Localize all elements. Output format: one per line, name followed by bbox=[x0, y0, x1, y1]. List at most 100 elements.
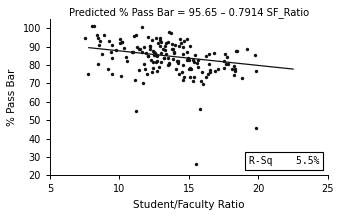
Point bbox=[164, 53, 169, 56]
Point bbox=[145, 72, 150, 76]
Point bbox=[176, 44, 182, 48]
Point bbox=[151, 50, 157, 54]
Point bbox=[109, 72, 114, 76]
Point bbox=[198, 79, 204, 83]
Point bbox=[149, 58, 154, 61]
Point bbox=[133, 109, 139, 113]
Point bbox=[169, 42, 175, 46]
Point bbox=[253, 69, 259, 73]
Point bbox=[158, 44, 163, 48]
Point bbox=[203, 76, 208, 79]
Point bbox=[141, 45, 147, 49]
Point bbox=[133, 33, 139, 36]
Point bbox=[172, 51, 177, 54]
X-axis label: Student/Faculty Ratio: Student/Faculty Ratio bbox=[133, 200, 244, 210]
Point bbox=[212, 51, 217, 55]
Point bbox=[140, 81, 146, 85]
Point bbox=[150, 66, 156, 69]
Y-axis label: % Pass Bar: % Pass Bar bbox=[7, 69, 17, 126]
Point bbox=[153, 54, 159, 57]
Point bbox=[132, 78, 138, 82]
Point bbox=[192, 60, 197, 63]
Point bbox=[118, 74, 124, 77]
Point bbox=[155, 41, 161, 44]
Point bbox=[179, 70, 185, 73]
Point bbox=[145, 36, 150, 39]
Point bbox=[109, 56, 115, 59]
Point bbox=[166, 63, 171, 66]
Point bbox=[184, 50, 190, 54]
Point bbox=[205, 72, 210, 76]
Point bbox=[91, 24, 97, 28]
Point bbox=[233, 50, 239, 53]
Point bbox=[119, 40, 125, 44]
Point bbox=[101, 34, 106, 37]
Point bbox=[153, 60, 159, 64]
Point bbox=[122, 46, 127, 50]
Point bbox=[199, 71, 205, 74]
Point bbox=[169, 31, 174, 35]
Point bbox=[193, 163, 198, 166]
Point bbox=[171, 50, 177, 53]
Point bbox=[150, 60, 155, 64]
Point bbox=[197, 107, 203, 111]
Point bbox=[194, 62, 199, 65]
Point bbox=[82, 36, 87, 39]
Point bbox=[187, 44, 192, 48]
Point bbox=[176, 72, 181, 76]
Point bbox=[180, 45, 185, 49]
Point bbox=[208, 70, 213, 73]
Point bbox=[161, 57, 167, 60]
Point bbox=[135, 45, 140, 48]
Point bbox=[117, 37, 122, 41]
Point bbox=[166, 30, 172, 34]
Point bbox=[159, 51, 164, 54]
Point bbox=[207, 68, 212, 72]
Point bbox=[231, 73, 237, 77]
Point bbox=[177, 38, 182, 41]
Point bbox=[136, 48, 142, 51]
Point bbox=[186, 67, 192, 70]
Point bbox=[165, 63, 171, 67]
Point bbox=[195, 65, 200, 69]
Point bbox=[105, 11, 110, 15]
Point bbox=[204, 54, 209, 58]
Point bbox=[175, 59, 181, 62]
Point bbox=[222, 52, 228, 56]
Point bbox=[145, 54, 151, 58]
Point bbox=[165, 40, 171, 43]
Point bbox=[180, 52, 186, 55]
Point bbox=[232, 69, 237, 73]
Point bbox=[95, 37, 101, 40]
Point bbox=[156, 65, 161, 69]
Point bbox=[180, 79, 186, 82]
Point bbox=[229, 67, 235, 71]
Point bbox=[175, 59, 180, 63]
Point bbox=[212, 69, 218, 72]
Point bbox=[169, 47, 175, 51]
Point bbox=[149, 70, 155, 74]
Point bbox=[221, 67, 226, 70]
Point bbox=[124, 59, 130, 63]
Point bbox=[105, 67, 111, 71]
Point bbox=[119, 41, 124, 44]
Point bbox=[89, 25, 95, 28]
Point bbox=[188, 75, 193, 79]
Point bbox=[253, 126, 258, 129]
Point bbox=[187, 66, 193, 69]
Point bbox=[147, 44, 152, 48]
Point bbox=[151, 53, 157, 57]
Point bbox=[129, 50, 135, 54]
Point bbox=[95, 62, 101, 66]
Point bbox=[109, 43, 115, 47]
Point bbox=[191, 59, 196, 62]
Point bbox=[185, 56, 190, 59]
Point bbox=[184, 37, 190, 41]
Point bbox=[174, 67, 179, 71]
Point bbox=[190, 80, 195, 83]
Point bbox=[232, 64, 237, 67]
Point bbox=[224, 62, 229, 66]
Point bbox=[154, 36, 159, 40]
Point bbox=[163, 41, 168, 45]
Point bbox=[132, 35, 137, 38]
